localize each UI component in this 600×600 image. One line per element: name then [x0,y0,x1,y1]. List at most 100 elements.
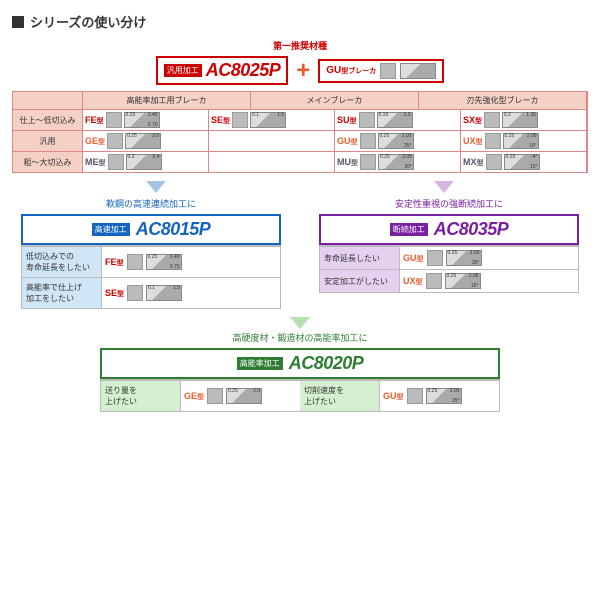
sub-row-label: 送り量を 上げたい [101,381,181,411]
type-label: UX型 [463,136,483,147]
profile-diagram: 0.25 2.05 25° [378,133,414,149]
bullet-square [12,16,24,28]
insert-icon [207,388,223,404]
type-label: ME型 [85,157,106,168]
matrix-cell: GE型 0.25 2.0 [83,131,209,151]
sub-row: 高能率で仕上げ 加工をしたい SE型 0.1 1.5 [22,277,280,308]
profile-diagram: 0.25 2.05 25° [446,250,482,266]
header-col1: 高能率加工用ブレーカ [83,92,251,109]
header-col3: 刃先強化型ブレーカ [419,92,587,109]
matrix-header: 高能率加工用ブレーカ メインブレーカ 刃先強化型ブレーカ [13,92,587,109]
grade-code: AC8015P [136,219,211,240]
center-arrow-row [12,317,588,329]
type-label: UX型 [403,276,423,287]
profile-diagram: 0.25 1.40 0.70 [146,254,182,270]
profile-diagram: 0.1 1.5 [146,285,182,301]
profile-diagram: 0.2 1.35 [502,112,538,128]
grade-code: AC8035P [434,219,509,240]
type-label: MX型 [463,157,484,168]
sub-table: 低切込みでの 寿命延長をしたい FE型 0.25 1.40 0.70 高能率で仕… [21,245,281,309]
profile-diagram: 0.25 2.05 20° [378,154,414,170]
insert-icon [486,154,502,170]
profile-diagram: 0.25 -4° 15° [504,154,540,170]
sub-bottom: 高硬度材・鍛造材の高能率加工に 高能率加工 AC8020P 送り量を 上げたい … [100,331,500,412]
sub-grade-box: 高能率加工 AC8020P [100,348,500,379]
profile-diagram: 0.25 2.05 16° [445,273,481,289]
plus-icon: + [296,57,310,85]
matrix-cell: MX型 0.25 -4° 15° [461,152,587,172]
type-label: SE型 [105,288,124,299]
sub-row-label: 寿命延長したい [320,247,400,269]
sub-title: 安定性重視の強断続加工に [319,197,579,210]
type-label: FE型 [105,257,124,268]
matrix-cell: GE型 0.25 2.0 [181,381,300,411]
matrix-cell: GU型 0.25 2.05 25° [400,247,578,269]
profile-diagram: 0.1 1.5 [250,112,286,128]
matrix-cell: UX型 0.25 2.05 16° [400,270,578,292]
matrix-cell: SX型 0.2 1.35 [461,110,587,130]
type-label: GU型 [383,391,404,402]
sub-grade-box: 断続加工 AC8035P [319,214,579,245]
grade-tag: 高能率加工 [237,357,283,370]
first-recommend-label: 第一推奨材種 [273,39,327,52]
sub-title: 軟鋼の高速連続加工に [21,197,281,210]
arrow-center [290,317,310,329]
sub-row-label: 安定加工がしたい [320,270,400,292]
matrix-cell: SE型 0.1 1.5 [102,278,280,308]
matrix-row: 粗～大切込み ME型 0.3 2.4 MU型 0.25 2.05 20° MX型… [13,151,587,172]
row-label: 粗～大切込み [13,152,83,172]
insert-icon [232,112,248,128]
top-combo: 汎用加工 AC8025P + GU型ブレーカ [12,56,588,85]
matrix-cell-empty [209,152,335,172]
sub-row-label: 高能率で仕上げ 加工をしたい [22,278,102,308]
matrix-cell: GU型 0.25 2.05 25° [380,381,499,411]
insert-icon [107,133,123,149]
sub-row: 送り量を 上げたい GE型 0.25 2.0 切削速度を 上げたい GU型 0.… [101,380,499,411]
sub-blocks-row: 軟鋼の高速連続加工に 高速加工 AC8015P 低切込みでの 寿命延長をしたい … [12,197,588,309]
insert-icon [360,154,376,170]
sub-row-label: 切削速度を 上げたい [300,381,380,411]
sub-row: 低切込みでの 寿命延長をしたい FE型 0.25 1.40 0.70 [22,246,280,277]
type-label: SU型 [337,115,357,126]
insert-icon [485,133,501,149]
sub-title: 高硬度材・鍛造材の高能率加工に [100,331,500,344]
insert-icon [407,388,423,404]
arrow-left [146,181,166,193]
breaker-matrix: 高能率加工用ブレーカ メインブレーカ 刃先強化型ブレーカ 仕上～低切込み FE型… [12,91,588,173]
insert-icon [127,285,143,301]
row-label: 仕上～低切込み [13,110,83,130]
breaker-box: GU型ブレーカ [318,59,444,83]
insert-icon [108,154,124,170]
type-label: FE型 [85,115,104,126]
insert-icon [484,112,500,128]
type-label: MU型 [337,157,358,168]
insert-icon [426,273,442,289]
matrix-cell: MU型 0.25 2.05 20° [335,152,461,172]
sub-row: 安定加工がしたい UX型 0.25 2.05 16° [320,269,578,292]
insert-icon [427,250,443,266]
grade-code: AC8020P [289,353,364,374]
profile-diagram: 0.25 2.0 [226,388,262,404]
profile-diagram: 0.25 2.05 16° [503,133,539,149]
sub-grade-box: 高速加工 AC8015P [21,214,281,245]
breaker-type: GU型ブレーカ [326,65,376,76]
matrix-cell: SE型 0.1 1.5 [209,110,335,130]
type-label: GE型 [184,391,204,402]
profile-diagram: 0.25 2.0 [125,133,161,149]
profile-diagram: 0.15 1.3 [377,112,413,128]
sub-row: 寿命延長したい GU型 0.25 2.05 25° [320,246,578,269]
section-header: シリーズの使い分け [12,12,588,31]
profile-diagram: 0.25 1.40 0.70 [124,112,160,128]
type-label: SE型 [211,115,230,126]
profile-diagram: 0.25 2.05 25° [426,388,462,404]
grade-tag: 高速加工 [92,223,130,236]
header-blank [13,92,83,109]
insert-icon [360,133,376,149]
matrix-row: 仕上～低切込み FE型 0.25 1.40 0.70 SE型 0.1 1.5 S… [13,109,587,130]
matrix-row: 汎用 GE型 0.25 2.0 GU型 0.25 2.05 25° UX型 0.… [13,130,587,151]
type-label: SX型 [463,115,482,126]
insert-icon [380,63,396,79]
sub-table: 寿命延長したい GU型 0.25 2.05 25° 安定加工がしたい UX型 0… [319,245,579,293]
profile-diagram [400,63,436,79]
matrix-cell: GU型 0.25 2.05 25° [335,131,461,151]
